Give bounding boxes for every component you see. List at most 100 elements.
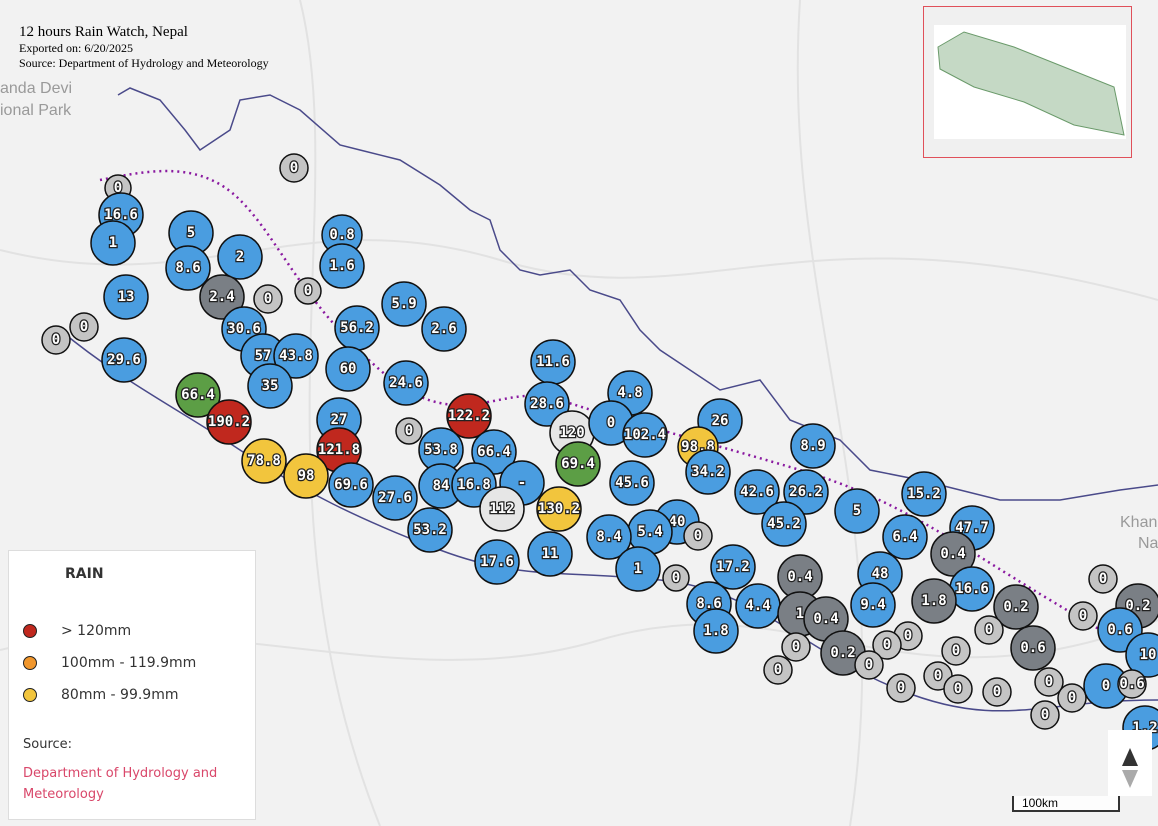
station-label: 102.4 — [624, 427, 666, 443]
station-marker — [1068, 601, 1098, 631]
station-label: 0 — [80, 319, 88, 335]
station-label: 9.4 — [860, 597, 885, 613]
station-label: 4.4 — [745, 598, 770, 614]
station-marker — [781, 632, 811, 662]
station: 16.6 — [949, 566, 995, 612]
station-label: 0 — [304, 283, 312, 299]
station-label: 0 — [883, 637, 891, 653]
station-label: 5.9 — [391, 296, 416, 312]
station-label: 0.6 — [1107, 622, 1132, 638]
station-marker — [383, 360, 429, 406]
station-marker — [294, 277, 322, 305]
station-marker — [372, 475, 418, 521]
station-marker — [941, 636, 971, 666]
station: 121.8 — [316, 427, 362, 473]
station-label: 0 — [1079, 608, 1087, 624]
station: 11.6 — [530, 339, 576, 385]
station-label: 0 — [1041, 707, 1049, 723]
station-label: 0 — [993, 684, 1001, 700]
station-label: 0 — [1099, 571, 1107, 587]
station-label: 26 — [712, 413, 729, 429]
station-marker — [247, 363, 293, 409]
legend-source-link[interactable]: Department of Hydrology and Meteorology — [23, 766, 218, 802]
station: 0 — [854, 650, 884, 680]
station-label: 122.2 — [448, 408, 490, 424]
station-marker — [381, 281, 427, 327]
place-label: Na — [1138, 535, 1158, 552]
station-label: 98 — [298, 468, 315, 484]
station: 0.6 — [1117, 669, 1147, 699]
station: 102.4 — [622, 412, 668, 458]
station: 0 — [279, 153, 309, 183]
station-label: 57 — [255, 348, 272, 364]
station-label: 10 — [1140, 647, 1157, 663]
station: 5.9 — [381, 281, 427, 327]
station-label: 112 — [489, 501, 514, 517]
station: 0.2 — [993, 584, 1039, 630]
station-label: 2.6 — [431, 321, 456, 337]
station-label: 2.4 — [209, 289, 234, 305]
station: 15.2 — [901, 471, 947, 517]
station-marker — [1010, 625, 1056, 671]
station: 28.6 — [524, 381, 570, 427]
station: 26.2 — [783, 469, 829, 515]
station: 0 — [872, 630, 902, 660]
station-label: 5 — [853, 503, 861, 519]
station-label: 45.6 — [615, 475, 649, 491]
station-marker — [319, 243, 365, 289]
station: 43.8 — [273, 333, 319, 379]
station-marker — [446, 393, 492, 439]
station-marker — [241, 438, 287, 484]
legend-title: RAIN — [65, 566, 104, 582]
station-label: 27.6 — [378, 490, 412, 506]
station-marker — [69, 312, 99, 342]
station: 35 — [247, 363, 293, 409]
station-marker — [911, 578, 957, 624]
station-marker — [1030, 700, 1060, 730]
station-label: 24.6 — [389, 375, 423, 391]
station: 0.4 — [803, 596, 849, 642]
station: 8.6 — [165, 245, 211, 291]
station-label: 0.6 — [1119, 676, 1144, 692]
legend-source-title: Source: — [23, 737, 73, 752]
station: 0 — [982, 677, 1012, 707]
station-marker — [1034, 667, 1064, 697]
station-marker — [479, 486, 525, 532]
station: 45.6 — [609, 460, 655, 506]
station: 8.4 — [586, 514, 632, 560]
station-label: 0.8 — [329, 227, 354, 243]
station-label: 5 — [187, 225, 195, 241]
scale-bar: 100km — [1012, 796, 1120, 812]
station-marker — [710, 544, 756, 590]
legend: RAIN > 120mm 100mm - 119.9mm 80mm - 99.9mm… — [8, 550, 256, 820]
legend-swatch — [23, 624, 37, 638]
station: 0 — [1030, 700, 1060, 730]
station: 0 — [886, 673, 916, 703]
legend-label: > 120mm — [61, 623, 132, 639]
station: 0 — [941, 636, 971, 666]
station: 29.6 — [101, 337, 147, 383]
station-label: 0.4 — [787, 569, 812, 585]
station: 2.6 — [421, 306, 467, 352]
overview-map[interactable] — [923, 6, 1132, 158]
station-marker — [685, 449, 731, 495]
station: 0 — [1088, 564, 1118, 594]
station-label: 120 — [559, 425, 584, 441]
navigation[interactable] — [1108, 730, 1152, 796]
station: 8.9 — [790, 423, 836, 469]
station-marker — [1125, 632, 1158, 678]
station-label: 1 — [634, 561, 642, 577]
station-label: 0.4 — [940, 546, 965, 562]
station-label: 0.2 — [1003, 599, 1028, 615]
station-label: 0.6 — [1020, 640, 1045, 656]
station-label: 0.4 — [813, 611, 838, 627]
station-marker — [253, 284, 283, 314]
station-label: 40 — [669, 514, 686, 530]
station-marker — [850, 582, 896, 628]
station-label: 0 — [792, 639, 800, 655]
station-marker — [1117, 669, 1147, 699]
station-label: 0 — [985, 622, 993, 638]
station-label: 11.6 — [536, 354, 570, 370]
station: 53.2 — [407, 507, 453, 553]
station: 6.4 — [882, 514, 928, 560]
